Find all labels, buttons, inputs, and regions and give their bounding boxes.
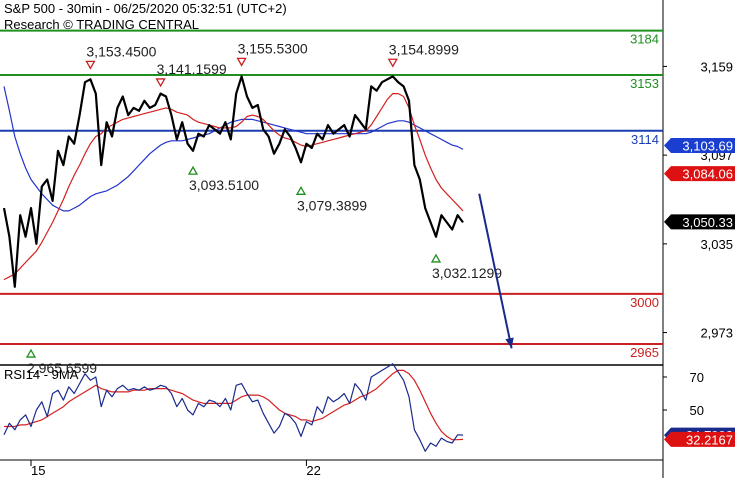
moving-average-fast bbox=[3, 92, 464, 281]
price-tag-bg bbox=[664, 138, 735, 154]
low-annotation: 2,965.6599 bbox=[27, 360, 97, 376]
y-tick-label: 3,035 bbox=[700, 237, 733, 252]
price-tag: 3,103.69 bbox=[682, 139, 733, 154]
chart-source: Research © TRADING CENTRAL bbox=[4, 17, 199, 32]
high-marker-icon bbox=[155, 78, 166, 88]
y-tick-label: 2,973 bbox=[700, 326, 733, 341]
rsi-y-tick-label: 70 bbox=[690, 370, 704, 385]
price-tag: 3,084.06 bbox=[682, 167, 733, 182]
rsi-series bbox=[3, 363, 464, 452]
high-annotation: 3,153.4500 bbox=[86, 43, 156, 59]
rsi-title: RSI14 - 9MA bbox=[4, 367, 79, 382]
high-marker-icon bbox=[387, 58, 398, 68]
low-annotation: 3,093.5100 bbox=[189, 177, 259, 193]
low-annotation: 3,079.3899 bbox=[297, 197, 367, 213]
low-marker-icon bbox=[187, 165, 199, 175]
high-marker-icon bbox=[85, 60, 96, 70]
price-series bbox=[2, 75, 464, 288]
high-annotation: 3,154.8999 bbox=[389, 41, 459, 57]
price-tag: 3,050.33 bbox=[682, 215, 733, 230]
high-annotation: 3,155.5300 bbox=[238, 40, 308, 56]
low-marker-icon bbox=[430, 253, 442, 263]
chart-title: S&P 500 - 30min - 06/25/2020 05:32:51 (U… bbox=[4, 1, 287, 16]
rsi-price-tag: 32.2167 bbox=[686, 432, 733, 447]
high-annotation: 3,141.1599 bbox=[157, 61, 227, 77]
level-label-3184: 3184 bbox=[630, 32, 659, 47]
x-tick-label: 22 bbox=[306, 463, 320, 478]
x-tick-label: 15 bbox=[31, 463, 45, 478]
forecast-arrow-line bbox=[478, 193, 513, 349]
rsi-y-tick-label: 50 bbox=[690, 403, 704, 418]
level-label-3114: 3114 bbox=[631, 132, 659, 147]
rsi-ma-series bbox=[4, 369, 464, 441]
high-marker-icon bbox=[236, 57, 247, 67]
low-annotation: 3,032.1299 bbox=[432, 265, 502, 281]
price-tag-bg bbox=[664, 214, 735, 230]
y-tick-label: 3,159 bbox=[700, 59, 733, 74]
level-label-3153: 3153 bbox=[630, 76, 659, 91]
low-marker-icon bbox=[25, 348, 37, 358]
level-label-2965: 2965 bbox=[630, 345, 659, 360]
level-label-3000: 3000 bbox=[630, 295, 659, 310]
price-tag-bg bbox=[664, 166, 735, 182]
forecast-arrowhead-icon bbox=[505, 337, 514, 349]
low-marker-icon bbox=[295, 186, 307, 195]
rsi-price-tag-bg bbox=[664, 431, 735, 447]
